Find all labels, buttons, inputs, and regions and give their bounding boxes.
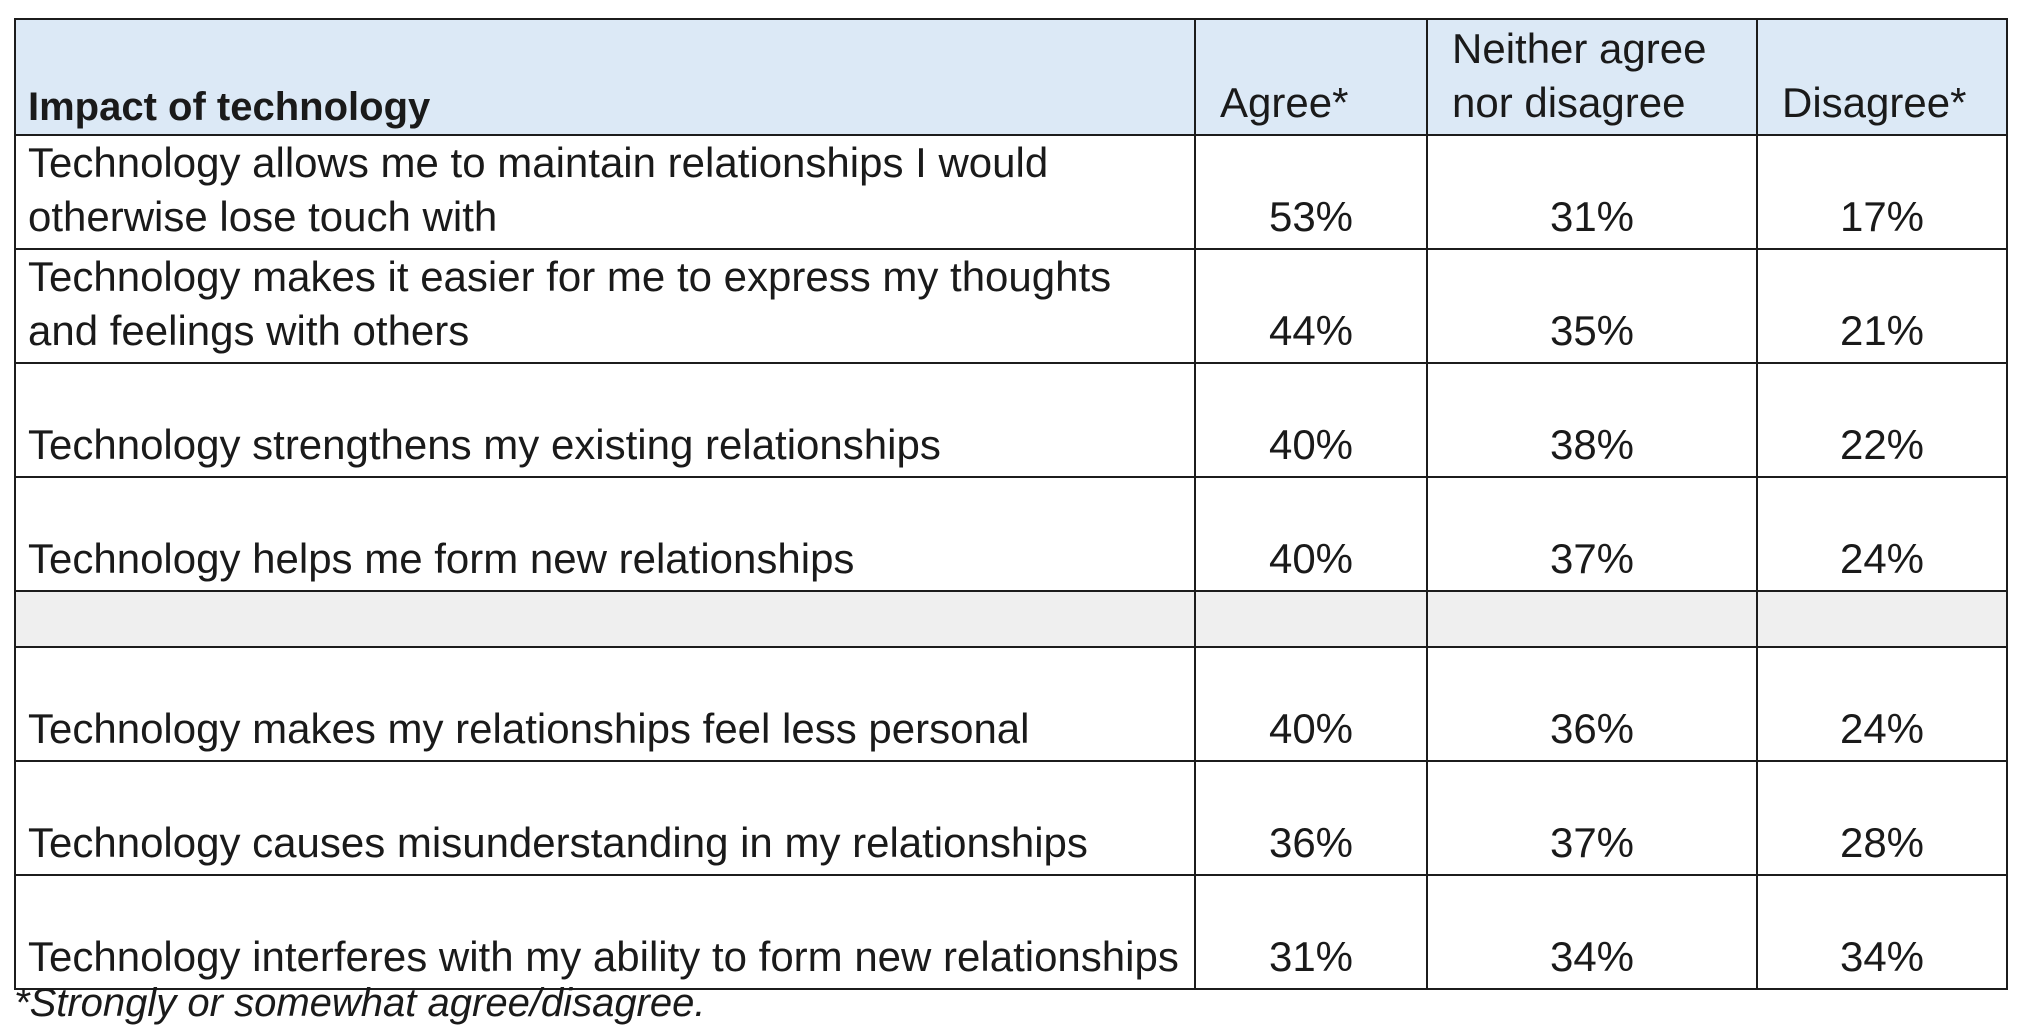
header-neither: Neither agree nor disagree — [1426, 18, 1758, 136]
cell-neither: 31% — [1426, 134, 1758, 250]
cell-disagree: 24% — [1756, 476, 2008, 592]
cell-neither: 35% — [1426, 248, 1758, 364]
cell-agree: 40% — [1194, 362, 1428, 478]
cell-disagree: 22% — [1756, 362, 2008, 478]
table-body: Technology allows me to maintain relatio… — [14, 134, 2008, 990]
spacer-row — [14, 590, 2008, 648]
cell-neither: 37% — [1426, 760, 1758, 876]
cell-disagree: 17% — [1756, 134, 2008, 250]
header-agree: Agree* — [1194, 18, 1428, 136]
cell-disagree: 28% — [1756, 760, 2008, 876]
table-row: Technology causes misunderstanding in my… — [14, 760, 2008, 876]
row-label: Technology makes it easier for me to exp… — [14, 248, 1196, 364]
table-row: Technology makes it easier for me to exp… — [14, 248, 2008, 364]
cell-agree: 44% — [1194, 248, 1428, 364]
cell-agree: 31% — [1194, 874, 1428, 990]
spacer-cell — [14, 590, 1196, 648]
cell-disagree: 24% — [1756, 646, 2008, 762]
cell-agree: 53% — [1194, 134, 1428, 250]
row-label: Technology helps me form new relationshi… — [14, 476, 1196, 592]
cell-neither: 37% — [1426, 476, 1758, 592]
header-impact: Impact of technology — [14, 18, 1196, 136]
header-disagree: Disagree* — [1756, 18, 2008, 136]
row-label: Technology interferes with my ability to… — [14, 874, 1196, 990]
row-label: Technology strengthens my existing relat… — [14, 362, 1196, 478]
table-row: Technology strengthens my existing relat… — [14, 362, 2008, 478]
cell-neither: 36% — [1426, 646, 1758, 762]
row-label: Technology allows me to maintain relatio… — [14, 134, 1196, 250]
header-row: Impact of technology Agree* Neither agre… — [14, 18, 2008, 136]
spacer-cell — [1194, 590, 1428, 648]
footnote: *Strongly or somewhat agree/disagree. — [14, 981, 706, 1025]
table-row: Technology allows me to maintain relatio… — [14, 134, 2008, 250]
row-label: Technology causes misunderstanding in my… — [14, 760, 1196, 876]
cell-agree: 36% — [1194, 760, 1428, 876]
table-row: Technology interferes with my ability to… — [14, 874, 2008, 990]
table-row: Technology helps me form new relationshi… — [14, 476, 2008, 592]
cell-disagree: 21% — [1756, 248, 2008, 364]
cell-agree: 40% — [1194, 646, 1428, 762]
table-header: Impact of technology Agree* Neither agre… — [14, 18, 2008, 136]
cell-disagree: 34% — [1756, 874, 2008, 990]
table-row: Technology makes my relationships feel l… — [14, 646, 2008, 762]
survey-table: Impact of technology Agree* Neither agre… — [14, 18, 2008, 990]
cell-neither: 38% — [1426, 362, 1758, 478]
cell-agree: 40% — [1194, 476, 1428, 592]
table-container: Impact of technology Agree* Neither agre… — [14, 18, 2008, 990]
cell-neither: 34% — [1426, 874, 1758, 990]
spacer-cell — [1756, 590, 2008, 648]
spacer-cell — [1426, 590, 1758, 648]
row-label: Technology makes my relationships feel l… — [14, 646, 1196, 762]
